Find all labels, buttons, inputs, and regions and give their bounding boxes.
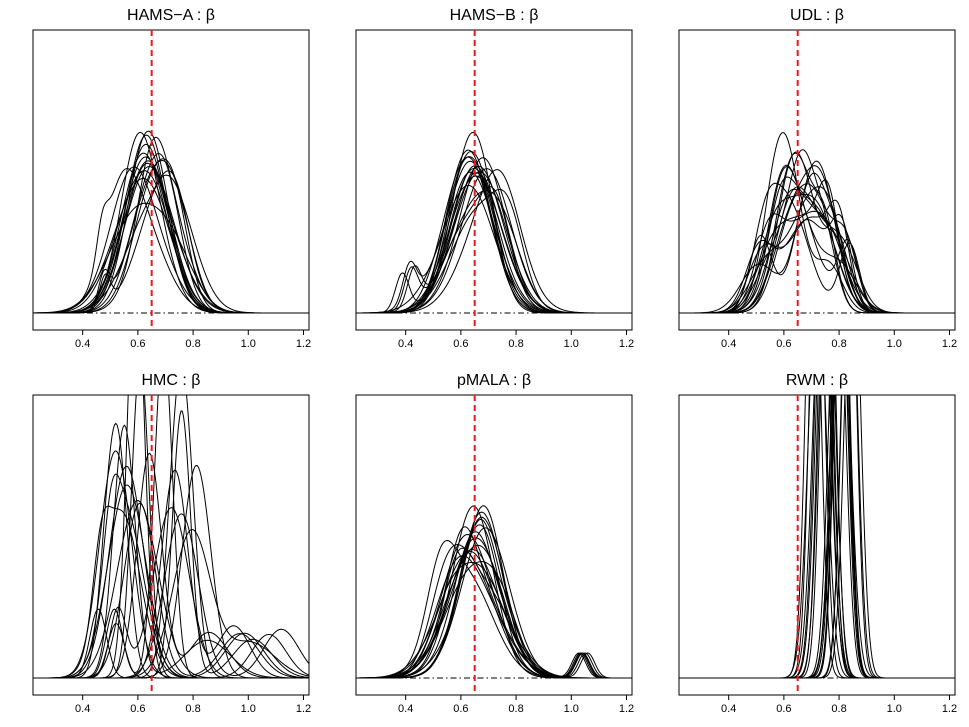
density-curve-0	[33, 500, 309, 679]
density-curve-8	[33, 166, 309, 314]
density-curve-10	[356, 505, 632, 679]
density-curves	[33, 130, 309, 314]
density-curve-13	[33, 177, 309, 314]
x-tick-label: 1.0	[887, 338, 902, 350]
density-curve-4	[356, 544, 632, 679]
panel-title: RWM : β	[786, 372, 848, 389]
density-curve-12	[679, 186, 955, 314]
density-curves	[356, 505, 632, 679]
x-tick-label: 1.0	[564, 338, 579, 350]
density-curve-18	[356, 175, 632, 314]
x-tick-label: 0.6	[130, 338, 145, 350]
density-curve-11	[679, 395, 955, 679]
density-curve-16	[33, 174, 309, 314]
x-tick-label: 0.6	[453, 338, 468, 350]
density-curve-16	[356, 165, 632, 314]
density-curve-10	[679, 395, 955, 679]
panel-title: pMALA : β	[457, 372, 531, 389]
x-tick-label: 0.4	[398, 703, 413, 715]
density-curve-0	[356, 165, 632, 314]
density-curve-19	[33, 168, 309, 314]
density-curve-0	[679, 152, 955, 314]
density-curve-19	[33, 473, 309, 679]
density-curve-19	[356, 505, 632, 679]
panel-5: RWM : β 0.4 0.6 0.8 1.0 1.2	[678, 372, 957, 715]
panel-title: HMC : β	[142, 372, 201, 389]
x-tick-label: 1.2	[942, 703, 957, 715]
density-curve-1	[33, 131, 309, 314]
x-tick-label: 0.4	[398, 338, 413, 350]
density-curve-10	[679, 188, 955, 314]
x-tick-label: 0.8	[185, 703, 200, 715]
x-tick-label: 0.4	[721, 338, 736, 350]
panel-title: UDL : β	[790, 7, 844, 24]
x-tick-label: 0.8	[831, 703, 846, 715]
x-tick-label: 1.0	[564, 703, 579, 715]
x-tick-label: 0.6	[776, 703, 791, 715]
panel-2: UDL : β 0.4 0.6 0.8 1.0 1.2	[678, 7, 957, 350]
x-tick-label: 0.8	[508, 338, 523, 350]
x-tick-label: 1.2	[296, 703, 311, 715]
density-curve-7	[679, 395, 955, 679]
density-curve-15	[33, 170, 309, 314]
plot-frame	[678, 29, 956, 331]
density-curve-8	[33, 502, 309, 679]
density-curve-4	[679, 395, 955, 679]
x-tick-label: 0.6	[776, 338, 791, 350]
density-curve-3	[33, 166, 309, 314]
plot-frame	[355, 29, 633, 331]
x-tick-label: 1.2	[296, 338, 311, 350]
density-curve-19	[356, 188, 632, 314]
density-curve-11	[679, 179, 955, 314]
density-curves	[356, 131, 632, 314]
density-curve-1	[679, 213, 955, 314]
density-curve-0	[356, 540, 632, 679]
density-curve-2	[679, 151, 955, 314]
x-tick-label: 0.8	[508, 703, 523, 715]
density-curve-12	[356, 555, 632, 679]
density-curve-18	[356, 544, 632, 679]
density-curve-9	[33, 469, 309, 679]
x-tick-label: 0.8	[185, 338, 200, 350]
x-tick-label: 0.6	[130, 703, 145, 715]
x-tick-label: 1.2	[619, 338, 634, 350]
x-tick-label: 0.4	[75, 338, 90, 350]
density-curve-3	[679, 166, 955, 314]
density-curve-14	[33, 465, 309, 679]
density-curve-7	[679, 210, 955, 314]
density-curves	[33, 395, 309, 679]
x-tick-label: 1.2	[619, 703, 634, 715]
density-curve-5	[679, 186, 955, 314]
density-curve-4	[33, 134, 309, 314]
density-curve-8	[679, 132, 955, 314]
x-tick-label: 0.8	[831, 338, 846, 350]
density-curve-18	[33, 450, 309, 679]
density-curve-15	[679, 199, 955, 314]
panel-title: HAMS−A : β	[127, 7, 215, 24]
density-curves	[679, 395, 955, 679]
density-curve-16	[356, 516, 632, 679]
density-curve-17	[33, 464, 309, 679]
panel-title: HAMS−B : β	[450, 7, 539, 24]
x-tick-label: 1.2	[942, 338, 957, 350]
density-curve-4	[679, 176, 955, 314]
panel-4: pMALA : β 0.4 0.6 0.8 1.0 1.2	[355, 372, 634, 715]
density-curve-13	[679, 165, 955, 314]
x-tick-label: 1.0	[241, 703, 256, 715]
panel-1: HAMS−B : β 0.4 0.6 0.8 1.0 1.2	[355, 7, 634, 350]
panel-0: HAMS−A : β 0.4 0.6 0.8 1.0 1.2	[32, 7, 311, 350]
plot-frame	[355, 394, 633, 696]
density-curve-2	[33, 162, 309, 314]
x-tick-label: 0.4	[75, 703, 90, 715]
panel-3: HMC : β 0.4 0.6 0.8 1.0 1.2	[32, 372, 311, 715]
x-tick-label: 0.6	[453, 703, 468, 715]
x-tick-label: 1.0	[241, 338, 256, 350]
density-curve-6	[33, 452, 309, 679]
x-tick-label: 0.4	[721, 703, 736, 715]
x-tick-label: 1.0	[887, 703, 902, 715]
density-curve-17	[33, 170, 309, 314]
density-curves	[679, 132, 955, 314]
